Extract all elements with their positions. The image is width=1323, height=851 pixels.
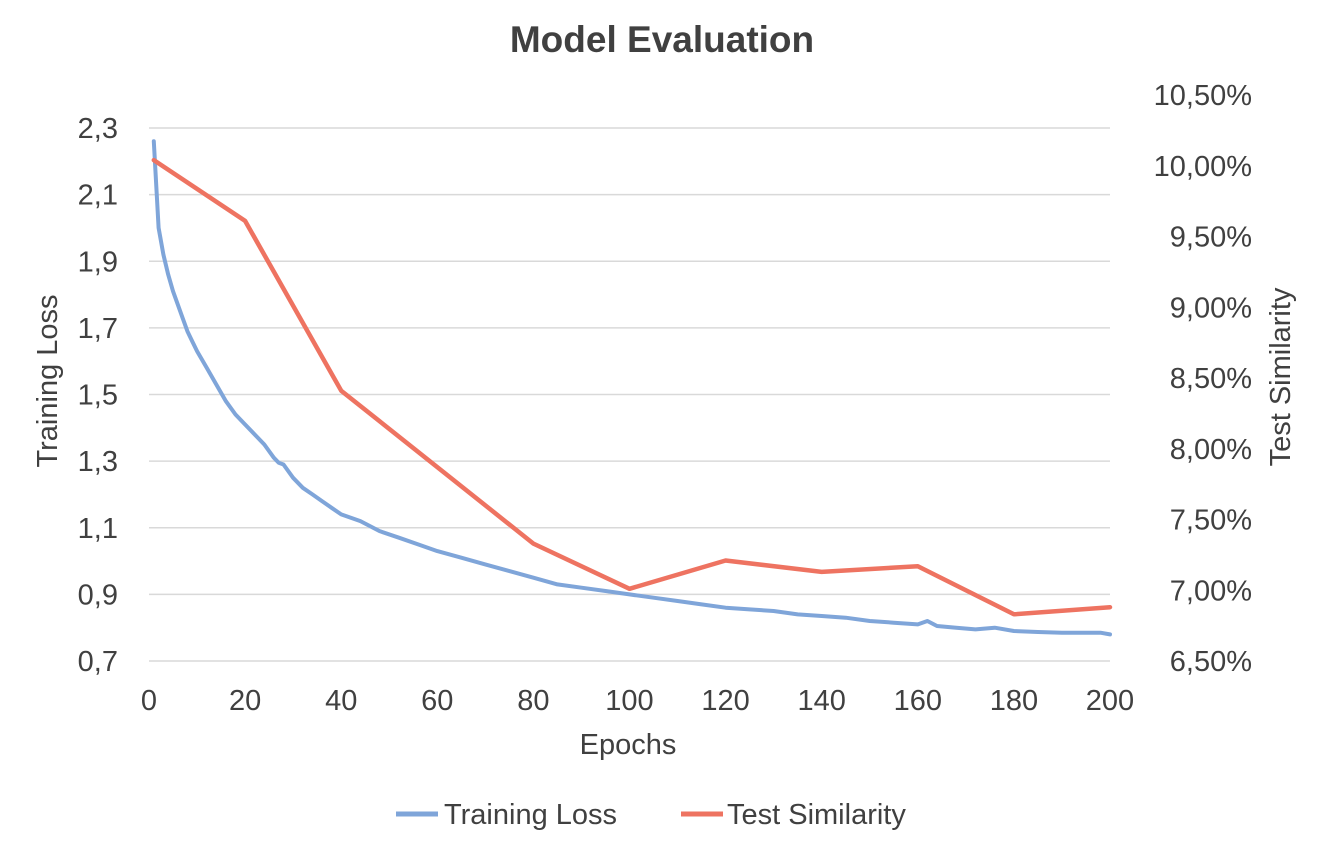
- x-tick-label: 160: [894, 685, 942, 717]
- y2-tick-label: 8,00%: [1170, 434, 1252, 466]
- y2-tick-label: 10,00%: [1154, 151, 1252, 183]
- y-tick-label: 0,9: [78, 579, 118, 611]
- legend-label-training-loss: Training Loss: [444, 799, 617, 831]
- y-tick-label: 2,1: [78, 180, 118, 212]
- y-tick-label: 2,3: [78, 113, 118, 145]
- x-tick-label: 80: [517, 685, 549, 717]
- x-tick-label: 120: [701, 685, 749, 717]
- y-tick-label: 1,9: [78, 246, 118, 278]
- y-tick-label: 1,5: [78, 380, 118, 412]
- x-axis-ticks: 0 20 40 60 80 100 120 140 160 180 200: [141, 685, 1134, 717]
- x-axis-title: Epochs: [580, 729, 677, 761]
- y2-tick-label: 6,50%: [1170, 646, 1252, 678]
- y2-tick-label: 9,00%: [1170, 292, 1252, 324]
- y2-axis-ticks: 6,50% 7,00% 7,50% 8,00% 8,50% 9,00% 9,50% 10,00…: [1154, 80, 1252, 678]
- y2-tick-label: 9,50%: [1170, 222, 1252, 254]
- x-tick-label: 0: [141, 685, 157, 717]
- y-axis-ticks: 0,7 0,9 1,1 1,3 1,5 1,7 1,9 2,1 2,3: [78, 113, 118, 678]
- y2-tick-label: 7,50%: [1170, 505, 1252, 537]
- x-tick-label: 200: [1086, 685, 1134, 717]
- y2-tick-label: 7,00%: [1170, 575, 1252, 607]
- x-tick-label: 100: [605, 685, 653, 717]
- grid-lines: [149, 127, 1110, 662]
- series-layer: [151, 139, 1113, 637]
- y-tick-label: 1,7: [78, 313, 118, 345]
- y2-axis-title: Test Similarity: [1265, 287, 1297, 466]
- x-tick-label: 60: [421, 685, 453, 717]
- y-tick-label: 1,1: [78, 513, 118, 545]
- y-axis-title: Training Loss: [32, 294, 64, 467]
- y2-tick-label: 8,50%: [1170, 363, 1252, 395]
- y-tick-label: 0,7: [78, 646, 118, 678]
- chart-title: Model Evaluation: [510, 19, 814, 60]
- y2-tick-label: 10,50%: [1154, 80, 1252, 112]
- series-line-training-loss: [151, 139, 1112, 637]
- y-tick-label: 1,3: [78, 446, 118, 478]
- x-tick-label: 20: [229, 685, 261, 717]
- legend: Training Loss Test Similarity: [396, 799, 906, 831]
- series-line-test-similarity: [151, 157, 1113, 617]
- legend-label-test-similarity: Test Similarity: [727, 799, 906, 831]
- x-tick-label: 140: [798, 685, 846, 717]
- x-tick-label: 180: [990, 685, 1038, 717]
- x-tick-label: 40: [325, 685, 357, 717]
